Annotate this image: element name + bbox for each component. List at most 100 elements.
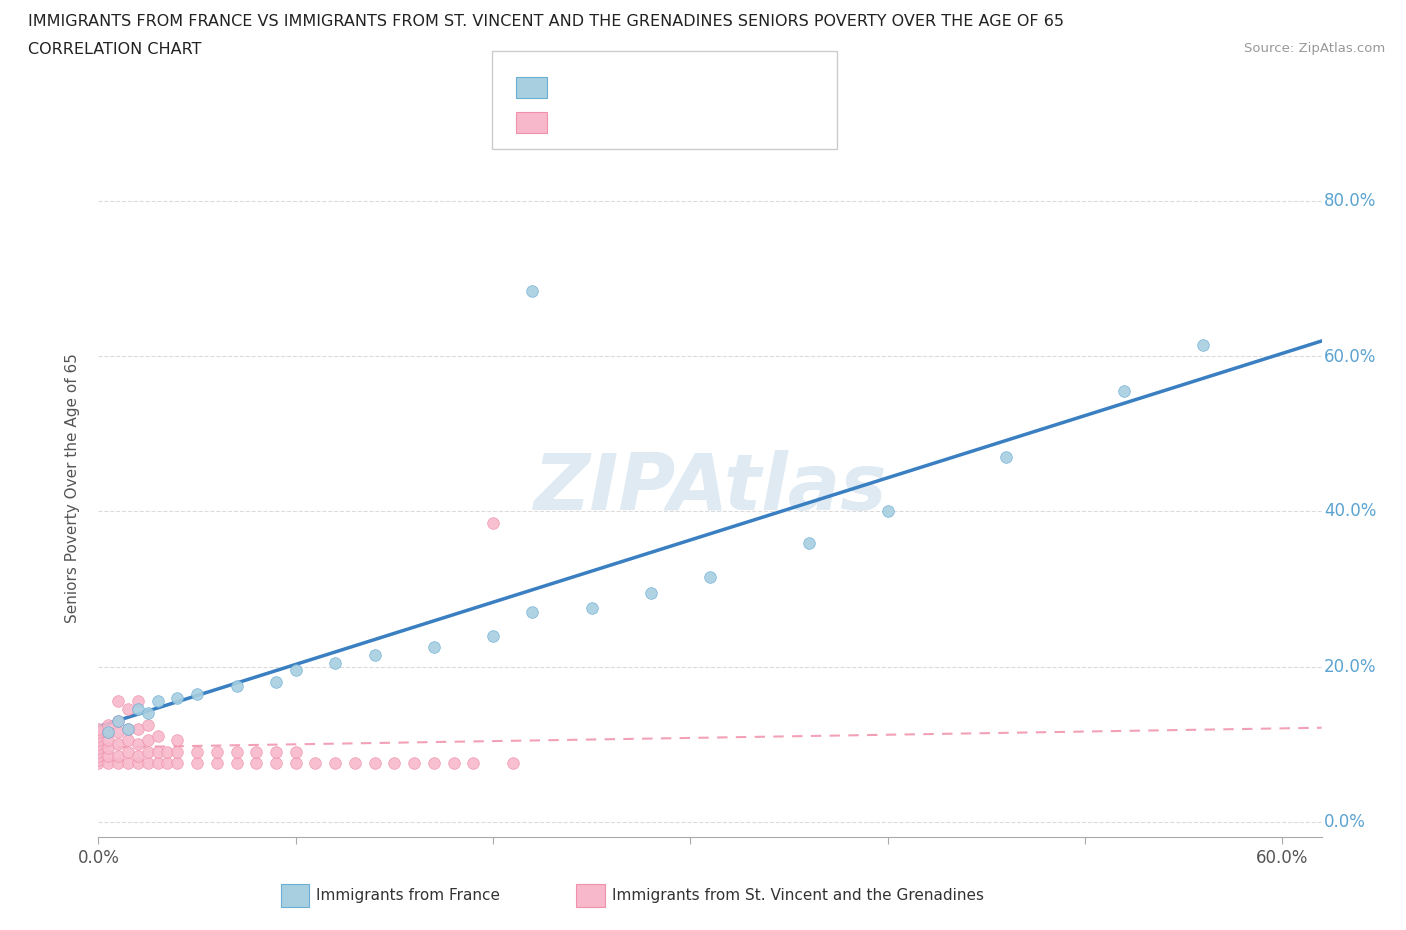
Point xyxy=(699,570,721,585)
Point xyxy=(87,725,110,740)
Point xyxy=(87,733,110,748)
Point xyxy=(107,713,129,728)
Point xyxy=(284,663,307,678)
Point xyxy=(463,756,485,771)
Point xyxy=(107,694,129,709)
Point xyxy=(323,756,346,771)
Point xyxy=(166,733,188,748)
Point xyxy=(522,283,544,298)
Point xyxy=(107,725,129,740)
Y-axis label: Seniors Poverty Over the Age of 65: Seniors Poverty Over the Age of 65 xyxy=(65,353,80,623)
Point xyxy=(136,744,159,759)
Point xyxy=(87,752,110,767)
Point xyxy=(186,744,208,759)
Point xyxy=(304,756,326,771)
Point xyxy=(797,535,820,550)
Point xyxy=(225,744,247,759)
Point xyxy=(146,729,169,744)
Point xyxy=(127,756,149,771)
Point xyxy=(117,721,139,736)
Point xyxy=(205,744,228,759)
Point xyxy=(443,756,465,771)
Text: 80.0%: 80.0% xyxy=(1324,193,1376,210)
Point xyxy=(87,737,110,751)
Point xyxy=(87,744,110,759)
Point xyxy=(363,647,385,662)
Point xyxy=(876,504,898,519)
Point xyxy=(581,601,603,616)
Point xyxy=(166,756,188,771)
Point xyxy=(502,756,524,771)
Point xyxy=(107,748,129,763)
Point xyxy=(225,756,247,771)
Text: 0.0%: 0.0% xyxy=(1324,813,1367,830)
Point xyxy=(127,737,149,751)
Point xyxy=(127,721,149,736)
Point xyxy=(97,717,120,732)
Point xyxy=(166,744,188,759)
Point xyxy=(87,748,110,763)
Point xyxy=(264,744,287,759)
Point xyxy=(482,515,505,530)
Point xyxy=(994,450,1017,465)
Text: CORRELATION CHART: CORRELATION CHART xyxy=(28,42,201,57)
Point xyxy=(166,690,188,705)
Text: 40.0%: 40.0% xyxy=(1324,502,1376,521)
Point xyxy=(127,694,149,709)
Point xyxy=(245,744,267,759)
Point xyxy=(97,733,120,748)
Text: ZIPAtlas: ZIPAtlas xyxy=(533,450,887,526)
Point xyxy=(156,744,179,759)
Point xyxy=(363,756,385,771)
Point xyxy=(343,756,366,771)
Point xyxy=(87,721,110,736)
Point xyxy=(1192,338,1215,352)
Text: Source: ZipAtlas.com: Source: ZipAtlas.com xyxy=(1244,42,1385,55)
Point xyxy=(482,628,505,643)
Point xyxy=(225,679,247,694)
Point xyxy=(97,748,120,763)
Point xyxy=(136,706,159,721)
Text: Immigrants from France: Immigrants from France xyxy=(316,888,501,903)
Point xyxy=(127,701,149,716)
Text: Immigrants from St. Vincent and the Grenadines: Immigrants from St. Vincent and the Gren… xyxy=(612,888,984,903)
Point xyxy=(97,740,120,755)
Point xyxy=(284,744,307,759)
Point xyxy=(97,756,120,771)
Point xyxy=(117,721,139,736)
Point xyxy=(156,756,179,771)
Point xyxy=(87,756,110,771)
Text: R = 0.805   N = 25: R = 0.805 N = 25 xyxy=(558,79,728,97)
Point xyxy=(117,733,139,748)
Point xyxy=(264,756,287,771)
Point xyxy=(404,756,426,771)
Point xyxy=(107,737,129,751)
Point xyxy=(127,748,149,763)
Point xyxy=(186,686,208,701)
Point xyxy=(382,756,405,771)
Point xyxy=(245,756,267,771)
Point xyxy=(136,733,159,748)
Point xyxy=(146,744,169,759)
Point xyxy=(146,756,169,771)
Point xyxy=(264,674,287,689)
Point xyxy=(423,756,446,771)
Point xyxy=(205,756,228,771)
Point xyxy=(97,725,120,740)
Point xyxy=(87,740,110,755)
Point xyxy=(1114,384,1136,399)
Point xyxy=(117,744,139,759)
Point xyxy=(522,604,544,619)
Point xyxy=(640,586,662,601)
Point xyxy=(136,717,159,732)
Text: 20.0%: 20.0% xyxy=(1324,658,1376,675)
Text: R =  0.071   N = 68: R = 0.071 N = 68 xyxy=(558,112,734,129)
Point xyxy=(323,656,346,671)
Point xyxy=(423,640,446,655)
Point xyxy=(87,729,110,744)
Text: IMMIGRANTS FROM FRANCE VS IMMIGRANTS FROM ST. VINCENT AND THE GRENADINES SENIORS: IMMIGRANTS FROM FRANCE VS IMMIGRANTS FRO… xyxy=(28,14,1064,29)
Point xyxy=(284,756,307,771)
Point xyxy=(107,756,129,771)
Point xyxy=(117,756,139,771)
Point xyxy=(186,756,208,771)
